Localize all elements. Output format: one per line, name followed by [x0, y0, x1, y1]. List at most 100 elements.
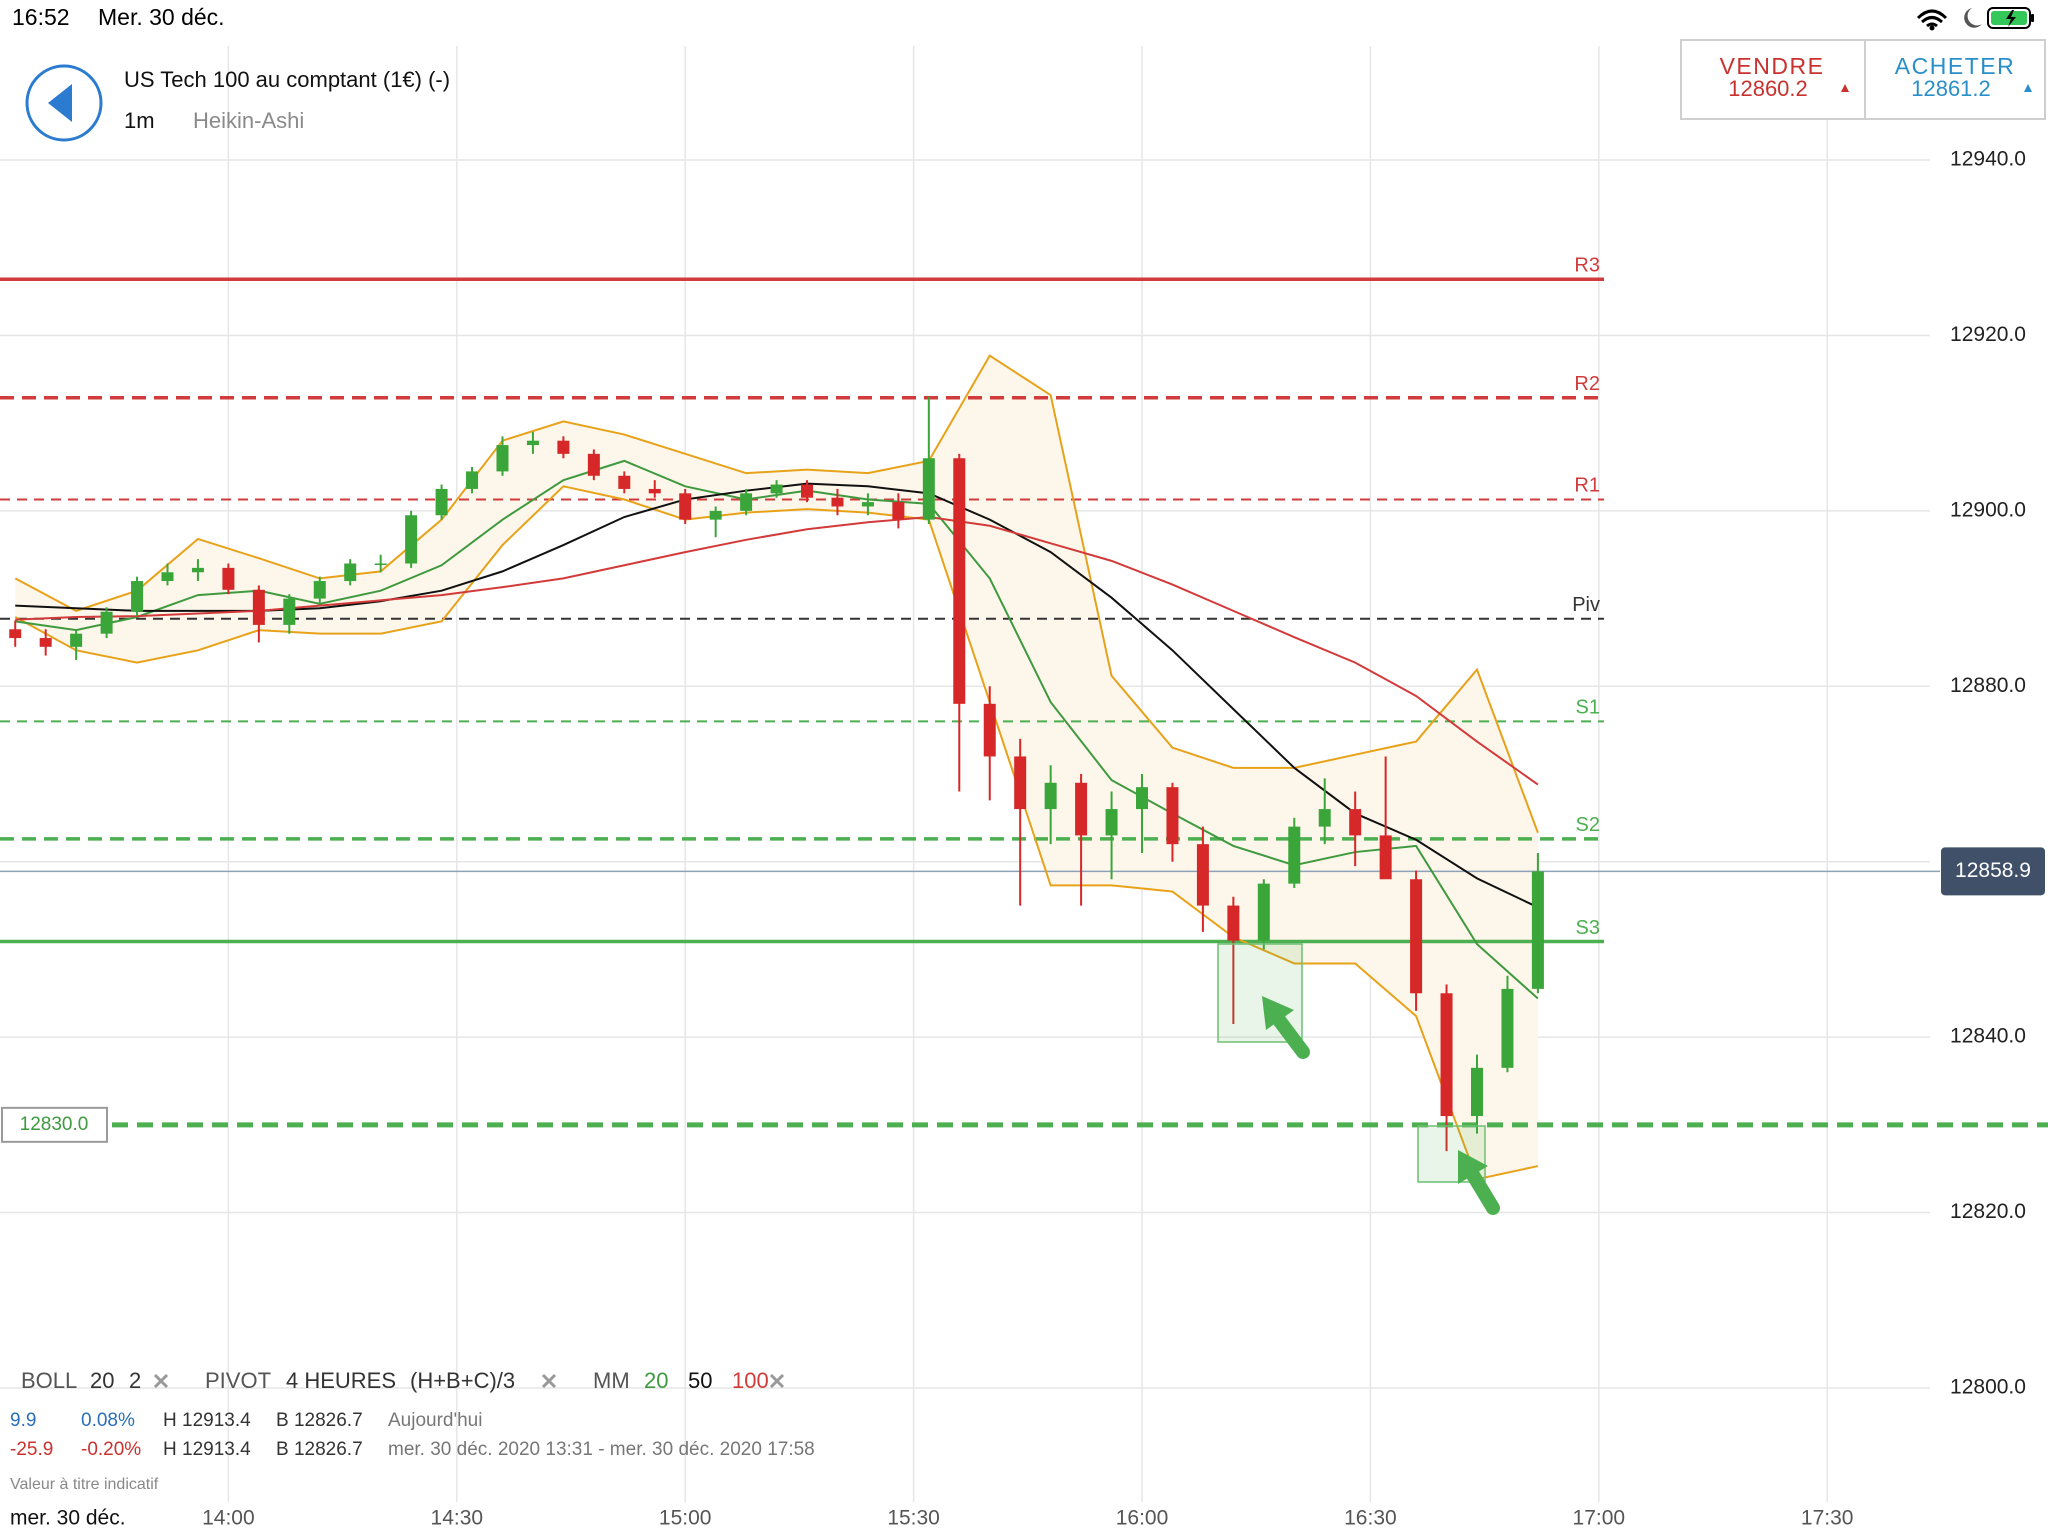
candle-body — [1288, 826, 1301, 884]
candle-body — [344, 563, 357, 582]
legend-mm-periods: 20 50 100 — [644, 1368, 769, 1393]
bollinger-lower — [14, 485, 1539, 1181]
buy-label[interactable]: ACHETER — [1895, 53, 2015, 79]
candle-body — [1318, 809, 1331, 827]
x-tick-label: 15:30 — [887, 1507, 940, 1530]
candle-body — [1440, 993, 1453, 1117]
candle-body — [1410, 879, 1423, 994]
arrow — [1458, 1150, 1500, 1215]
bollinger-upper — [14, 354, 1539, 834]
x-date-label: mer. 30 déc. — [10, 1507, 126, 1530]
candle-body — [770, 484, 783, 494]
sell-price[interactable]: 12860.2 — [1728, 76, 1808, 101]
candle-body — [1136, 787, 1149, 810]
legend-boll-dev: 2 — [129, 1368, 141, 1393]
candle-body — [648, 488, 661, 494]
alert-label: 12830.0 — [20, 1114, 89, 1135]
disclaimer: Valeur à titre indicatif — [10, 1476, 159, 1493]
sell-label[interactable]: VENDRE — [1720, 53, 1825, 79]
x-tick-label: 17:00 — [1573, 1507, 1626, 1530]
stats: 9.9 0.08% H 12913.4 B 12826.7 Aujourd'hu… — [10, 1410, 815, 1493]
x-tick-label: 16:00 — [1116, 1507, 1169, 1530]
candle-body — [740, 493, 753, 511]
y-tick-label: 12800.0 — [1950, 1376, 2026, 1399]
candle-body — [191, 567, 204, 573]
pivot-label: R1 — [1574, 475, 1600, 497]
stat-low: B 12826.7 — [276, 1410, 363, 1431]
candle-body — [953, 458, 966, 704]
remove-mm[interactable] — [769, 1373, 785, 1389]
buy-button[interactable]: ACHETER 12861.2 — [1895, 53, 2032, 101]
interval[interactable]: 1m — [124, 108, 155, 133]
legend-boll[interactable]: BOLL — [21, 1368, 77, 1393]
remove-pivot[interactable] — [541, 1373, 557, 1389]
candle-body — [587, 453, 600, 476]
candle-body — [1349, 809, 1362, 836]
candle-body — [405, 515, 418, 564]
alert-tag — [1, 1106, 108, 1143]
stat-change-pct: -0.20% — [81, 1439, 141, 1460]
legend-mm-period: 50 — [688, 1368, 712, 1393]
y-tick-label: 12920.0 — [1950, 323, 2026, 346]
stat-low: B 12826.7 — [276, 1439, 363, 1460]
candle-body — [435, 488, 448, 516]
candle-body — [709, 510, 722, 520]
candle-body — [1196, 844, 1209, 906]
status-icons — [1916, 7, 2034, 31]
candle-body — [222, 567, 235, 590]
stat-change: -25.9 — [10, 1439, 53, 1460]
status-date: Mer. 30 déc. — [98, 4, 225, 30]
candle-body — [313, 581, 326, 599]
status-time: 16:52 — [12, 4, 70, 30]
x-tick-label: 14:30 — [431, 1507, 484, 1530]
trade-panel — [1680, 39, 2046, 120]
candle-body — [1501, 988, 1514, 1068]
y-tick-label: 12820.0 — [1950, 1200, 2026, 1223]
candle-body — [1470, 1067, 1483, 1117]
candle-body — [1227, 905, 1240, 941]
arrow — [1262, 996, 1310, 1059]
stat-high: H 12913.4 — [163, 1410, 251, 1431]
stat-change: 9.9 — [10, 1410, 36, 1431]
candle-body — [9, 629, 22, 639]
x-tick-label: 14:00 — [202, 1507, 255, 1530]
candle-body — [983, 703, 996, 757]
y-tick-label: 12880.0 — [1950, 674, 2026, 697]
pivot-label: R3 — [1574, 255, 1600, 277]
candle-body — [1257, 883, 1270, 941]
candle-body — [1014, 756, 1027, 810]
legend-mm-period: 100 — [732, 1368, 769, 1393]
stat-high: H 12913.4 — [163, 1439, 251, 1460]
candle-body — [1044, 782, 1057, 810]
candle-body — [922, 458, 935, 520]
legend-mm[interactable]: MM — [593, 1368, 630, 1393]
band-layer — [15, 355, 1538, 1180]
legend-pivot-period: 4 HEURES — [286, 1368, 396, 1393]
sell-button[interactable]: VENDRE 12860.2 — [1720, 53, 1849, 101]
candle-body — [252, 589, 265, 625]
candle-body — [1166, 787, 1179, 845]
candle-body — [801, 484, 814, 498]
candle-body — [39, 638, 52, 647]
legend-pivot[interactable]: PIVOT — [205, 1368, 271, 1393]
label-layer: 14:00 14:30 15:00 15:30 16:00 16:30 17:00 17:30… — [1, 148, 2045, 1530]
candle-body — [892, 502, 905, 520]
candle-body — [1075, 782, 1088, 836]
candle-body — [100, 611, 113, 634]
candle-body — [1531, 871, 1544, 989]
candle-body — [283, 598, 296, 625]
pivot-label: R2 — [1574, 373, 1600, 395]
x-tick-label: 16:30 — [1344, 1507, 1397, 1530]
candle-body — [679, 493, 692, 520]
pivot-label: S3 — [1576, 917, 1600, 939]
last-price-tag — [1941, 847, 2045, 896]
candle-body — [618, 475, 631, 489]
remove-boll[interactable] — [153, 1373, 169, 1389]
candle-layer — [9, 396, 1544, 1152]
buy-price[interactable]: 12861.2 — [1911, 76, 1991, 101]
chart-style[interactable]: Heikin-Ashi — [193, 108, 304, 133]
candle-body — [70, 633, 83, 647]
back-button[interactable] — [25, 64, 103, 142]
candle-body — [861, 502, 874, 507]
candle-body — [131, 581, 144, 612]
